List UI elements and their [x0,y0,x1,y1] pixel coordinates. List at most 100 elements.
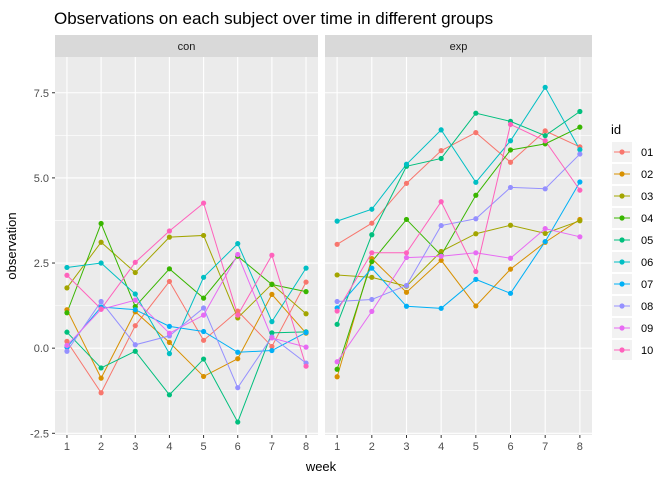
data-point-04 [369,259,375,265]
facet-strip-label: con [178,41,196,53]
data-point-01 [269,343,275,350]
data-point-05 [334,321,340,327]
data-point-09 [303,344,309,350]
series-line-01 [336,130,581,245]
facet-panel-con: con 1 2 3 4 5 6 7 8 -2.5 0.0 2.5 5.0 7.5 [30,35,318,453]
data-point-10 [369,250,375,256]
series-line-09 [336,228,580,363]
series-line-10 [336,123,581,312]
data-point-10 [235,312,241,318]
data-point-05 [166,392,173,398]
legend-key-point [619,237,625,243]
data-point-06 [235,241,241,247]
data-point-08 [235,385,241,391]
series-points [64,200,309,425]
legend-label: 05 [641,235,653,247]
legend-item-10: 10 [612,340,653,360]
data-point-01 [132,323,138,329]
x-tick-label: 7 [542,441,548,453]
chart-title: Observations on each subject over time i… [54,9,493,28]
data-point-02 [98,375,104,381]
data-point-08 [98,298,104,305]
data-point-07 [473,276,479,282]
data-point-03 [473,231,479,237]
data-point-08 [132,342,138,348]
legend-item-06: 06 [612,252,653,272]
series-line-06 [336,86,581,222]
facet-strip [325,35,592,57]
data-point-08 [403,282,410,289]
data-point-07 [269,347,275,354]
data-point-02 [334,374,340,380]
data-point-10 [334,308,340,314]
data-point-01 [98,390,104,396]
data-point-08 [473,216,479,222]
x-tick-label: 2 [369,441,375,453]
series-line-05 [336,111,581,325]
data-point-08 [64,348,70,354]
data-point-06 [303,265,309,271]
data-point-04 [166,266,173,272]
legend-key-point [619,193,625,199]
series-points [334,84,583,380]
x-tick-label: 6 [235,441,241,453]
data-point-10 [507,121,514,128]
data-point-02 [166,339,173,345]
data-point-09 [507,255,514,261]
x-tick-label: 3 [403,441,409,453]
data-point-10 [132,259,138,265]
legend-label: 07 [641,279,653,291]
data-point-07 [542,238,548,245]
data-point-09 [200,312,207,318]
data-point-06 [577,147,583,153]
data-point-09 [542,226,548,232]
data-point-08 [369,296,375,303]
legend-label: 06 [641,257,653,269]
data-point-09 [369,308,375,314]
data-point-04 [200,295,207,301]
x-tick-label: 5 [201,441,207,453]
data-point-03 [64,285,70,291]
data-point-05 [200,356,207,362]
data-point-09 [269,335,275,341]
data-point-09 [235,251,241,258]
data-point-01 [200,337,207,343]
x-tick-label: 1 [334,441,340,453]
data-point-10 [166,228,173,234]
data-point-01 [473,130,479,136]
legend-item-03: 03 [612,186,653,206]
data-point-04 [507,147,514,153]
legend-label: 09 [641,323,653,335]
legend-item-01: 01 [612,142,653,162]
legend-items: 01 02 03 04 05 06 07 08 09 10 [612,142,653,360]
data-point-02 [473,303,479,309]
data-point-08 [200,305,207,311]
legend-label: 01 [641,147,653,159]
data-point-04 [473,192,479,198]
series-line-05 [66,331,307,424]
data-point-01 [334,241,340,247]
series-line-01 [66,280,307,394]
data-point-07 [166,323,173,329]
data-point-07 [235,349,241,355]
series-lines [66,202,307,424]
legend-item-09: 09 [612,318,653,338]
data-point-03 [369,274,375,280]
data-point-10 [200,200,207,206]
legend-label: 03 [641,191,653,203]
data-point-06 [403,161,410,167]
data-point-03 [98,239,104,245]
data-point-07 [303,329,309,336]
data-point-03 [334,272,340,278]
data-point-10 [542,138,548,144]
series-line-03 [337,220,581,287]
data-point-10 [473,268,479,275]
facet-panel-exp: exp 1 2 3 4 5 6 7 8 [325,35,592,453]
data-point-03 [200,232,207,239]
data-point-07 [507,290,514,296]
data-point-10 [303,363,309,369]
legend-label: 10 [641,345,653,357]
x-tick-label: 7 [269,441,275,453]
data-point-07 [403,303,410,309]
legend-item-02: 02 [612,164,653,184]
